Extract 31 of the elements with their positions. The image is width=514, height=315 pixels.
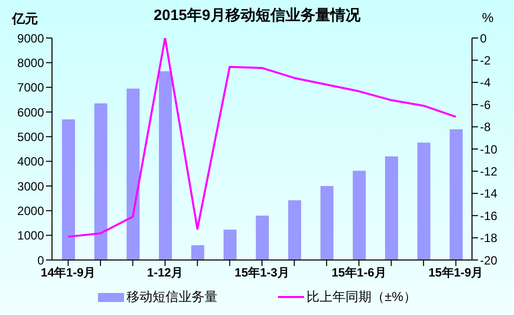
legend-label: 比上年同期（±%） (306, 288, 416, 306)
legend-label: 移动短信业务量 (126, 288, 218, 306)
x-tick-label: 1-12月 (147, 266, 184, 280)
y2-tick-label: -10 (480, 142, 498, 156)
y2-tick-label: -12 (480, 164, 498, 178)
y2-tick-label: -2 (480, 53, 491, 68)
y-tick-label: 8000 (17, 56, 44, 70)
y-tick-label: 4000 (17, 154, 44, 169)
y-tick-label: 3000 (17, 179, 44, 194)
y2-tick-label: 0 (480, 31, 487, 46)
y2-tick-label: -8 (480, 120, 491, 134)
y-tick-label: 1000 (17, 228, 44, 243)
y2-tick-label: -6 (480, 98, 491, 112)
y2-tick-label: -18 (480, 231, 498, 246)
x-tick-label: 15年1-6月 (332, 266, 386, 280)
y2-tick-label: -4 (480, 76, 491, 90)
y-tick-label: 6000 (17, 105, 44, 120)
y2-axis-title: % (482, 10, 494, 25)
x-tick-label: 15年1-9月 (428, 266, 484, 280)
chart-title: 2015年9月移动短信业务量情况 (154, 7, 360, 24)
y2-tick-label: -14 (480, 186, 498, 201)
y-tick-label: 5000 (17, 130, 44, 144)
y-tick-label: 9000 (17, 31, 44, 46)
y-tick-label: 7000 (17, 80, 44, 95)
y-axis-title: 亿元 (12, 10, 38, 28)
x-tick-label: 15年1-3月 (234, 266, 290, 280)
y2-tick-label: -16 (480, 208, 498, 223)
y-tick-label: 2000 (17, 204, 44, 218)
x-tick-label: 14年1-9月 (40, 266, 96, 280)
y2-tick-label: -20 (480, 253, 498, 268)
y-tick-label: 0 (37, 253, 44, 268)
